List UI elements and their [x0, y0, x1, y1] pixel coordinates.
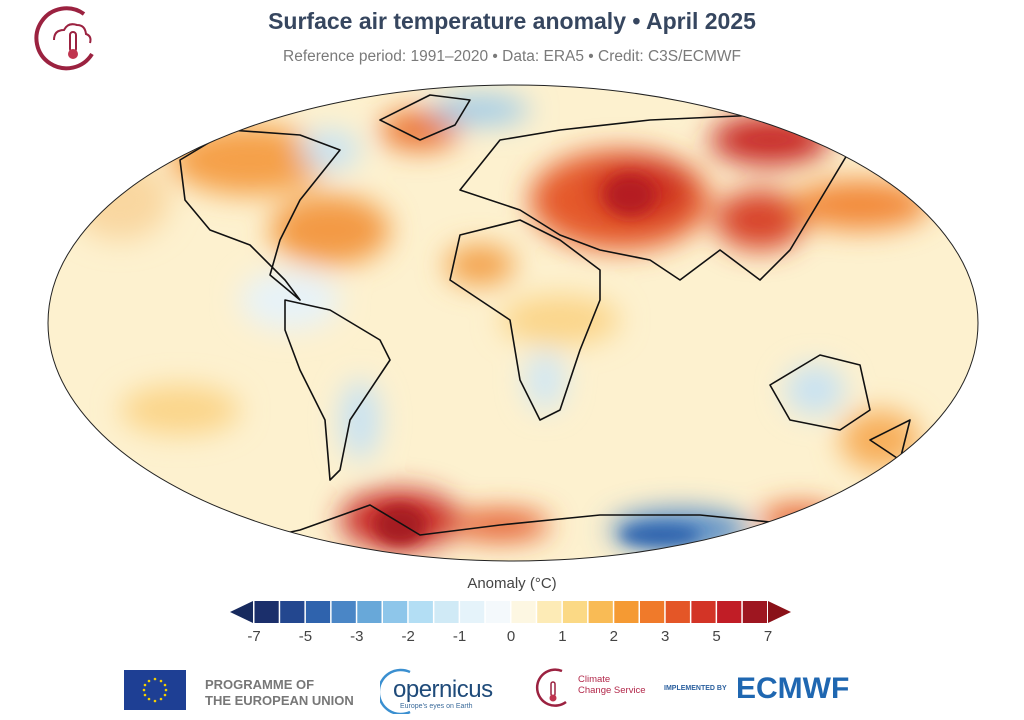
colorbar-bin [640, 601, 665, 623]
colorbar-bin [717, 601, 742, 623]
anomaly-field [70, 95, 930, 550]
colorbar-bin [460, 601, 485, 623]
copernicus-arc-icon [380, 668, 411, 714]
colorbar-bin [254, 601, 279, 623]
colorbar-tick-label: 3 [661, 628, 670, 645]
colorbar-bin [691, 601, 716, 623]
colorbar-bin [588, 601, 613, 623]
colorbar-bin [485, 601, 510, 623]
eu-programme-text: PROGRAMME OF THE EUROPEAN UNION [205, 677, 354, 709]
chart-title: Surface air temperature anomaly • April … [268, 8, 756, 34]
copernicus-logo-text: opernicus [393, 676, 493, 703]
colorbar-bin [383, 601, 408, 623]
colorbar-bin [614, 601, 639, 623]
colorbar-bin [511, 601, 536, 623]
colorbar-label: Anomaly (°C) [467, 575, 557, 592]
c3s-line-2: Change Service [578, 685, 646, 696]
colorbar-tick-label: -7 [247, 628, 261, 645]
colorbar-tick-label: 1 [558, 628, 567, 645]
colorbar-bin [408, 601, 433, 623]
ecmwf-logo: ECMWF [736, 672, 850, 705]
c3s-logo-text: Climate Change Service [578, 674, 646, 696]
colorbar-tick-label: 7 [763, 628, 773, 645]
colorbar-bin [357, 601, 382, 623]
colorbar-under-arrow [230, 601, 253, 623]
colorbar-tick-label: 2 [609, 628, 618, 645]
colorbar-tick-label: 5 [712, 628, 721, 645]
coastlines [179, 94, 911, 546]
colorbar-bin [537, 601, 562, 623]
colorbar-tick-label: -5 [298, 628, 313, 645]
c3s-line-1: Climate [578, 674, 611, 685]
colorbar-tick-label: -2 [401, 628, 415, 645]
c3s-thermometer-logo [34, 6, 94, 71]
colorbar-bin [305, 601, 331, 623]
colorbar-bin [742, 601, 767, 623]
colorbar-bin [331, 601, 356, 623]
eu-stars-icon [142, 677, 168, 703]
implemented-by-text: IMPLEMENTED BY [664, 685, 727, 692]
colorbar-tick-label: 0 [506, 628, 516, 645]
colorbar-tick-label: -3 [350, 628, 364, 645]
eu-line-1: PROGRAMME OF [205, 677, 315, 692]
colorbar-tick-label: -1 [452, 628, 467, 645]
copernicus-tagline: Europe's eyes on Earth [400, 703, 473, 710]
world-anomaly-map [47, 84, 979, 562]
colorbar-bin [280, 601, 305, 623]
colorbar-bin [434, 601, 459, 623]
colorbar-bin [562, 601, 588, 623]
eu-flag-logo [124, 670, 186, 710]
chart-subtitle: Reference period: 1991–2020 • Data: ERA5… [283, 48, 741, 65]
c3s-logo-icon [535, 668, 567, 707]
colorbar-over-arrow [768, 601, 791, 623]
colorbar-bin [665, 601, 690, 623]
eu-line-2: THE EUROPEAN UNION [205, 693, 354, 708]
